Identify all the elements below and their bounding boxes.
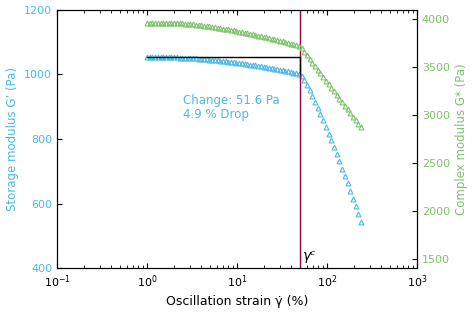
X-axis label: Oscillation strain γ̇ (%): Oscillation strain γ̇ (%) bbox=[166, 295, 308, 308]
Y-axis label: Storage modulus G’ (Pa): Storage modulus G’ (Pa) bbox=[6, 67, 18, 211]
Text: 4.9 % Drop: 4.9 % Drop bbox=[183, 108, 249, 121]
Y-axis label: Complex modulus G* (Pa): Complex modulus G* (Pa) bbox=[456, 63, 468, 215]
Text: Change: 51.6 Pa: Change: 51.6 Pa bbox=[183, 94, 280, 107]
Text: γᶜ: γᶜ bbox=[303, 249, 316, 263]
